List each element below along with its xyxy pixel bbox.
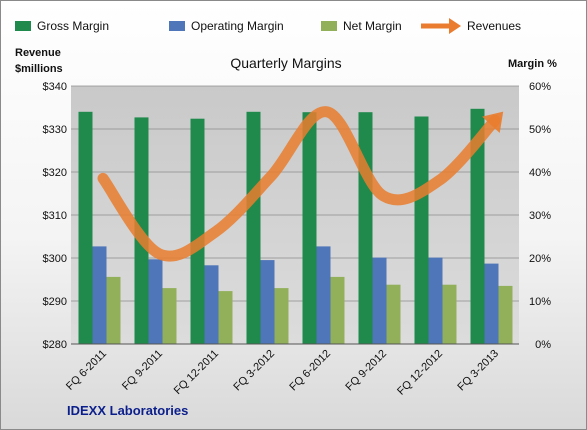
category-tick-label: FQ 9-2011 xyxy=(120,348,165,393)
bar-net-margin xyxy=(106,276,121,344)
left-axis-tick-label: $300 xyxy=(43,253,67,265)
category-tick-label: FQ 3-2012 xyxy=(231,348,277,394)
bar-gross-margin xyxy=(302,112,317,344)
category-tick-label: FQ 12-2012 xyxy=(395,348,445,398)
bar-net-margin xyxy=(218,291,233,344)
legend: Gross Margin Operating Margin Net Margin Re… xyxy=(15,18,521,34)
right-axis-tick-label: 60% xyxy=(529,81,551,93)
legend-label: Net Margin xyxy=(343,19,402,33)
left-axis-tick-label: $320 xyxy=(43,167,67,179)
legend-swatch xyxy=(321,21,337,31)
bar-gross-margin xyxy=(190,118,205,344)
bar-net-margin xyxy=(330,276,345,344)
legend-label: Gross Margin xyxy=(37,19,109,33)
category-tick-label: FQ 12-2011 xyxy=(172,348,221,397)
legend-swatch xyxy=(15,21,31,31)
bar-operating-margin xyxy=(148,259,163,344)
bars xyxy=(78,108,513,345)
right-axis-tick-label: 30% xyxy=(529,210,551,222)
company-name: IDEXX Laboratories xyxy=(67,403,188,418)
left-axis-tick-label: $330 xyxy=(43,124,67,136)
bar-operating-margin xyxy=(92,246,107,344)
legend-label: Operating Margin xyxy=(191,19,284,33)
right-axis-tick-label: 0% xyxy=(535,339,551,351)
left-axis-tick-label: $280 xyxy=(43,339,67,351)
bar-operating-margin xyxy=(316,246,331,344)
left-axis-tick-label: $290 xyxy=(43,296,67,308)
bar-net-margin xyxy=(442,284,457,344)
category-tick-label: FQ 3-2013 xyxy=(455,348,501,394)
bar-gross-margin xyxy=(358,112,373,344)
bar-net-margin xyxy=(274,288,289,344)
right-axis-title: Margin % xyxy=(508,58,557,70)
chart-title: Quarterly Margins xyxy=(230,55,341,71)
bar-net-margin xyxy=(498,285,513,344)
bar-operating-margin xyxy=(484,263,499,344)
right-axis-tick-label: 20% xyxy=(529,253,551,265)
left-axis-tick-label: $340 xyxy=(43,81,67,93)
bar-operating-margin xyxy=(260,260,275,344)
bar-operating-margin xyxy=(428,257,443,344)
bar-gross-margin xyxy=(246,111,261,344)
bar-operating-margin xyxy=(204,265,219,344)
revenue-curve xyxy=(97,106,501,262)
bar-gross-margin xyxy=(78,111,93,344)
category-tick-label: FQ 9-2012 xyxy=(343,348,389,394)
left-axis-title-line1: Revenue xyxy=(15,47,61,59)
right-axis-tick-label: 50% xyxy=(529,124,551,136)
category-tick-label: FQ 6-2012 xyxy=(287,348,333,394)
legend-arrow xyxy=(449,18,461,34)
bar-gross-margin xyxy=(414,116,429,344)
right-axis-tick-label: 40% xyxy=(529,167,551,179)
legend-swatch xyxy=(169,21,185,31)
left-axis-tick-label: $310 xyxy=(43,210,67,222)
left-axis-title-line2: $millions xyxy=(15,63,63,75)
revenue-line xyxy=(97,106,504,262)
bar-net-margin xyxy=(162,288,177,344)
legend-label: Revenues xyxy=(467,19,521,33)
bar-gross-margin xyxy=(470,108,485,344)
bar-net-margin xyxy=(386,284,401,344)
category-tick-label: FQ 6-2011 xyxy=(64,348,109,393)
right-axis-tick-label: 10% xyxy=(529,296,551,308)
bar-operating-margin xyxy=(372,257,387,344)
revenue-arrowhead xyxy=(482,111,504,133)
